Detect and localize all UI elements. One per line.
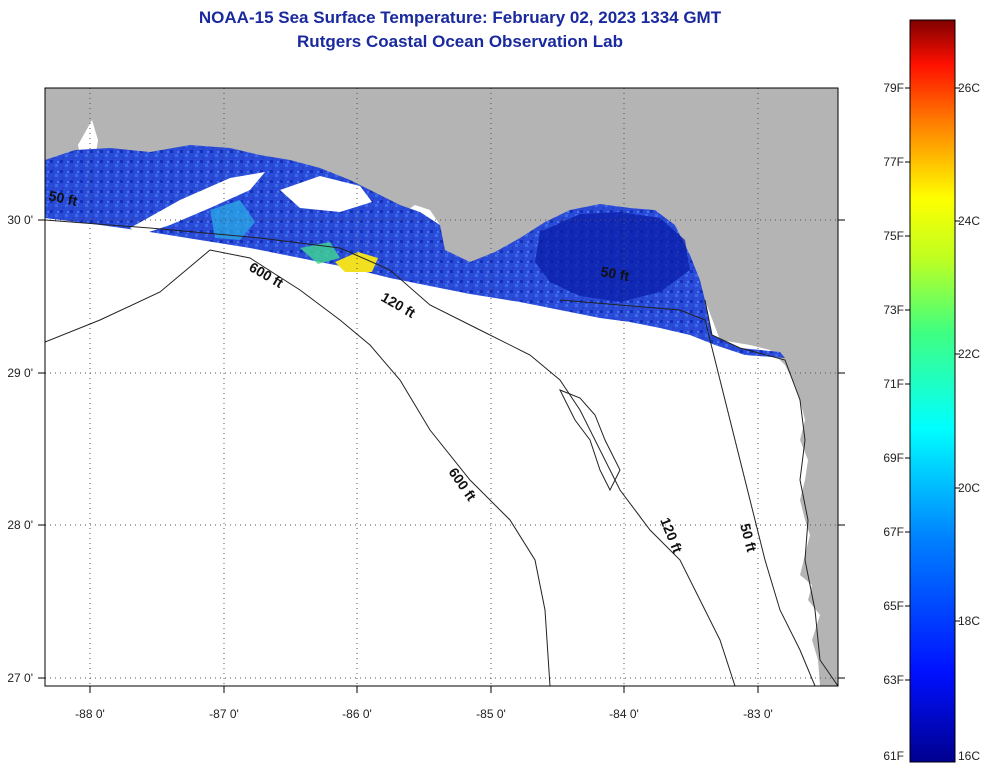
colorbar-f-label: 65F: [883, 599, 904, 613]
colorbar-c-label: 18C: [958, 614, 980, 628]
colorbar-f-label: 79F: [883, 81, 904, 95]
colorbar-f-label: 67F: [883, 525, 904, 539]
lon-tick-label: -87 0': [209, 707, 239, 721]
colorbar-f-label: 63F: [883, 673, 904, 687]
colorbar-f-label: 71F: [883, 377, 904, 391]
sst-green-patch: [300, 242, 340, 264]
coast-detail: [558, 389, 621, 492]
contour-label: 50 ft: [737, 522, 760, 554]
colorbar-c-label: 26C: [958, 81, 980, 95]
lat-tick-label: 29 0': [7, 366, 33, 380]
tick-marks: [38, 219, 845, 693]
lon-tick-label: -83 0': [743, 707, 773, 721]
contour-50ft: [559, 299, 816, 686]
sst-cool-patch: [535, 212, 690, 302]
land-mass: [45, 88, 838, 686]
lon-tick-label: -85 0': [476, 707, 506, 721]
colorbar-c-label: 24C: [958, 214, 980, 228]
sst-warm-patch: [335, 252, 378, 272]
colorbar-f-label: 69F: [883, 451, 904, 465]
coastline-fl: [704, 299, 838, 686]
colorbar-f-label: 77F: [883, 155, 904, 169]
contour-label: 50 ft: [47, 187, 79, 209]
colorbar-f-label: 73F: [883, 303, 904, 317]
map-area: [45, 88, 838, 686]
contour-120ft: [45, 219, 736, 686]
land-inset-1: [495, 92, 538, 104]
lat-tick-label: 30 0': [7, 213, 33, 227]
map-frame: [44, 87, 839, 687]
colorbar-c-label: 22C: [958, 347, 980, 361]
colorbar-f-label: 75F: [883, 229, 904, 243]
colorbar-ticks: [905, 87, 960, 681]
lat-tick-label: 27 0': [7, 671, 33, 685]
sst-cloud-gap-1: [130, 172, 265, 235]
sst-cyan-patch: [210, 200, 255, 240]
colorbar-f-label: 61F: [883, 749, 904, 763]
colorbar: [909, 19, 956, 763]
grid: [45, 88, 838, 686]
lon-tick-label: -84 0': [609, 707, 639, 721]
colorbar-c-label: 16C: [958, 749, 980, 763]
sst-cloud-gap-2: [280, 176, 372, 212]
contour-600ft: [45, 249, 551, 686]
chart-title: NOAA-15 Sea Surface Temperature: Februar…: [198, 8, 722, 27]
colorbar-c-label: 20C: [958, 481, 980, 495]
chart-subtitle: Rutgers Coastal Ocean Observation Lab: [297, 32, 623, 51]
lon-tick-label: -86 0': [342, 707, 372, 721]
contours: [45, 219, 838, 686]
lon-tick-label: -88 0': [75, 707, 105, 721]
contour-label: 50 ft: [599, 263, 630, 284]
lat-tick-label: 28 0': [7, 518, 33, 532]
